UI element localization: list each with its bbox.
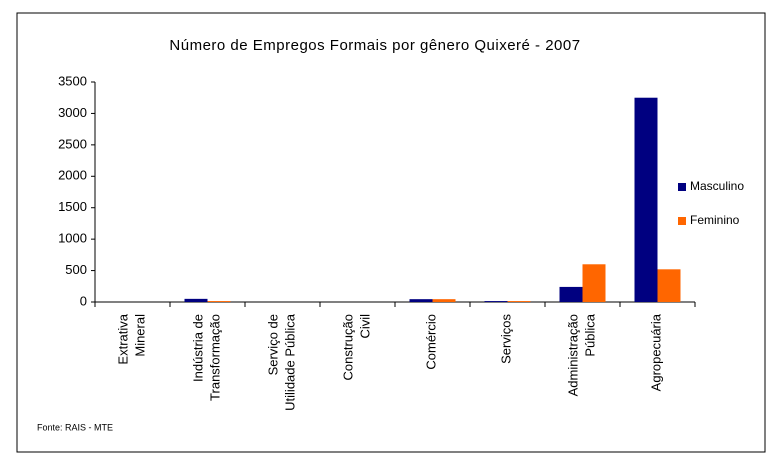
- x-tick-label: Extrativa Mineral: [116, 313, 148, 364]
- x-tick-label: Administração Pública: [566, 313, 598, 396]
- legend-swatch: [678, 183, 686, 191]
- y-tick-label: 500: [65, 262, 87, 277]
- x-tick-label: Comércio: [424, 314, 439, 370]
- bar: [484, 301, 508, 302]
- y-tick-label: 3000: [58, 105, 87, 120]
- legend-swatch: [678, 217, 686, 225]
- bar: [507, 301, 531, 302]
- chart-title: Número de Empregos Formais por gênero Qu…: [169, 37, 580, 54]
- y-tick-label: 2000: [58, 168, 87, 183]
- y-tick-label: 1000: [58, 231, 87, 246]
- y-tick-label: 3500: [58, 73, 87, 88]
- legend-label: Feminino: [690, 213, 740, 227]
- bar: [207, 301, 231, 302]
- bar: [559, 286, 583, 302]
- bar: [657, 269, 681, 302]
- y-tick-label: 1500: [58, 199, 87, 214]
- x-tick-label: Agropecuária: [649, 313, 664, 391]
- x-tick-label: Indústria de Transformação: [191, 314, 223, 404]
- bar: [409, 299, 433, 302]
- x-tick-label: Construção Civil: [341, 314, 373, 381]
- legend-label: Masculino: [690, 179, 744, 193]
- y-tick-label: 2500: [58, 136, 87, 151]
- bar: [582, 264, 606, 302]
- x-tick-label: Serviço de Utilidade Pública: [266, 313, 298, 414]
- x-tick-label: Serviços: [499, 314, 514, 364]
- bar: [432, 299, 456, 302]
- bar: [184, 298, 208, 302]
- bar: [634, 97, 658, 302]
- source-note: Fonte: RAIS - MTE: [37, 422, 113, 432]
- y-tick-label: 0: [80, 293, 87, 308]
